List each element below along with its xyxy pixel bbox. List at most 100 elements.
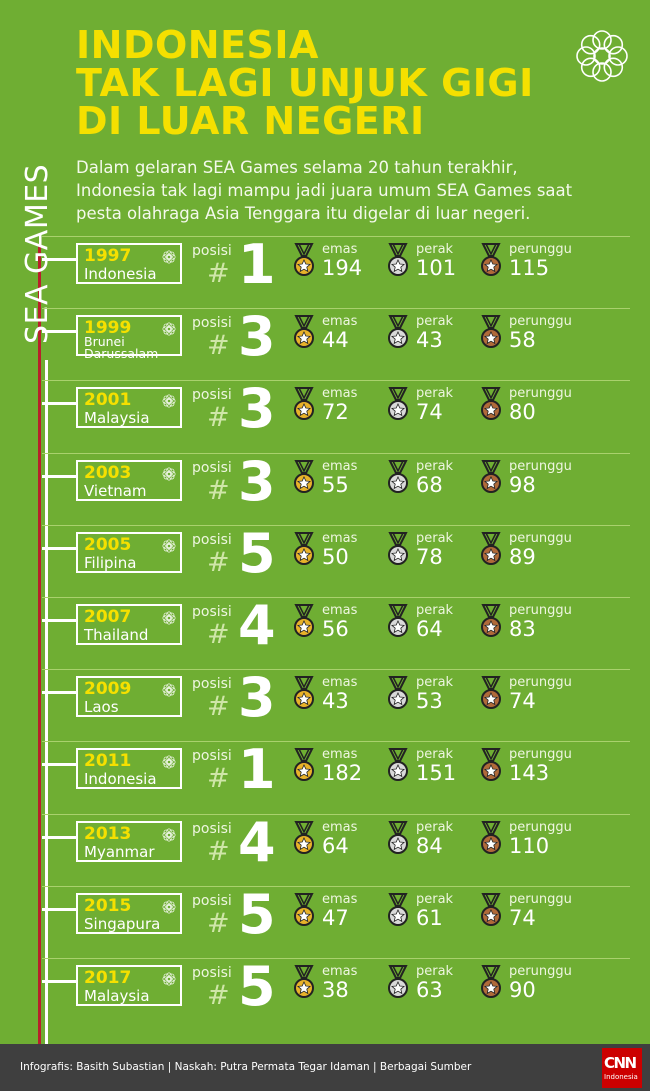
hash-symbol: # [207,474,230,506]
hash-symbol: # [207,402,230,434]
bronze-label: perunggu [509,386,572,402]
row-separator [42,452,630,454]
host-country-label: Indonesia [84,265,157,283]
hash-symbol: # [207,835,230,867]
gold-medal-icon [294,965,314,998]
result-row: 2013 Myanmar posisi #4 emas 64 perak 84 perunggu… [0,813,650,886]
silver-medal-icon [388,387,408,421]
flower-icon [162,321,176,336]
gold-medal-icon [294,315,314,349]
bronze-count: 110 [509,833,550,858]
silver-label: perak [416,891,454,907]
gold-count: 64 [322,833,349,858]
cnn-indonesia-logo: CNN Indonesia [602,1048,642,1088]
headline-line-2: TAK LAGI UNJUK GIGI [76,61,534,105]
gold-count: 38 [322,978,349,1002]
result-row: 2007 Thailand posisi #4 emas 56 perak 64 perungg… [0,597,650,669]
host-country-label: Laos [84,698,119,717]
silver-medal-icon [388,243,408,276]
silver-medal-icon [388,531,408,565]
position-label: posisi [192,676,232,693]
result-row: 1997 Indonesia posisi #1 emas 194 perak 101 peru… [0,236,650,308]
silver-label: perak [416,964,454,979]
result-row: 2003 Vietnam posisi #3 emas 55 perak 68 perunggu… [0,452,650,525]
rank-value: 5 [238,955,276,1018]
timeline-tick [42,619,76,622]
gold-count: 56 [322,617,349,641]
silver-count: 151 [416,761,457,786]
bronze-label: perunggu [509,891,572,907]
gold-medal-icon [294,387,314,421]
hash-symbol: # [207,546,230,578]
position-label: posisi [192,315,232,332]
bronze-medal-icon [481,748,501,782]
row-separator [42,236,630,237]
rank-value: 5 [238,521,276,585]
gold-count: 44 [322,328,349,353]
timeline-tick [42,835,76,839]
year-label: 2017 [84,968,132,988]
bronze-count: 80 [509,400,536,425]
bronze-medal-icon [481,459,501,493]
sea-games-flower-icon [576,30,628,82]
row-separator [42,741,630,743]
silver-medal-icon [388,676,408,710]
flower-icon [162,610,176,625]
gold-label: emas [322,530,358,546]
gold-medal-icon [294,459,314,493]
silver-label: perak [416,386,454,402]
gold-label: emas [322,603,358,618]
year-label: 1999 [84,318,132,339]
gold-count: 50 [322,544,349,569]
silver-count: 61 [416,905,443,930]
year-country-box: 1999 Brunei Darussalam [76,315,182,360]
timeline-tick [42,474,76,478]
year-label: 2015 [84,895,132,916]
silver-medal-icon [388,820,408,854]
hash-symbol: # [207,258,230,289]
hash-symbol: # [207,619,230,650]
year-label: 2009 [84,679,132,700]
headline-line-3: DI LUAR NEGERI [76,99,425,143]
year-country-box: 1997 Indonesia [76,243,182,284]
year-country-box: 2013 Myanmar [76,820,182,862]
timeline-tick [42,402,76,406]
gold-medal-icon [294,676,314,710]
flower-icon [162,538,176,553]
timeline-tick [42,258,76,261]
bronze-label: perunggu [509,819,572,835]
silver-count: 101 [416,256,457,280]
bronze-count: 58 [509,328,536,353]
bronze-medal-icon [481,604,501,637]
bronze-medal-icon [481,892,501,926]
silver-count: 64 [416,617,443,641]
result-row: 2005 Filipina posisi #5 emas 50 perak 78 perungg… [0,521,650,597]
year-country-box: 2017 Malaysia [76,965,182,1006]
bronze-medal-icon [481,965,501,998]
gold-medal-icon [294,531,314,565]
position-label: posisi [192,604,232,620]
gold-label: emas [322,819,358,835]
silver-count: 78 [416,544,443,569]
result-row: 2015 Singapura posisi #5 emas 47 perak 61 perung… [0,885,650,958]
silver-label: perak [416,314,454,330]
gold-count: 47 [322,905,349,930]
row-separator [42,524,630,526]
silver-label: perak [416,603,454,618]
row-separator [42,380,630,382]
silver-medal-icon [388,315,408,349]
flower-icon [162,754,176,769]
bronze-medal-icon [481,387,501,421]
timeline-tick [42,763,76,767]
row-separator [42,669,630,671]
gold-label: emas [322,747,358,763]
headline: INDONESIA TAK LAGI UNJUK GIGI DI LUAR NE… [76,26,534,140]
position-label: posisi [192,387,232,404]
year-country-box: 2005 Filipina [76,531,182,573]
timeline-tick [42,691,76,695]
silver-label: perak [416,458,454,474]
flower-icon [162,682,176,697]
row-separator [42,597,630,598]
rank-value: 1 [238,738,276,802]
silver-medal-icon [388,604,408,637]
